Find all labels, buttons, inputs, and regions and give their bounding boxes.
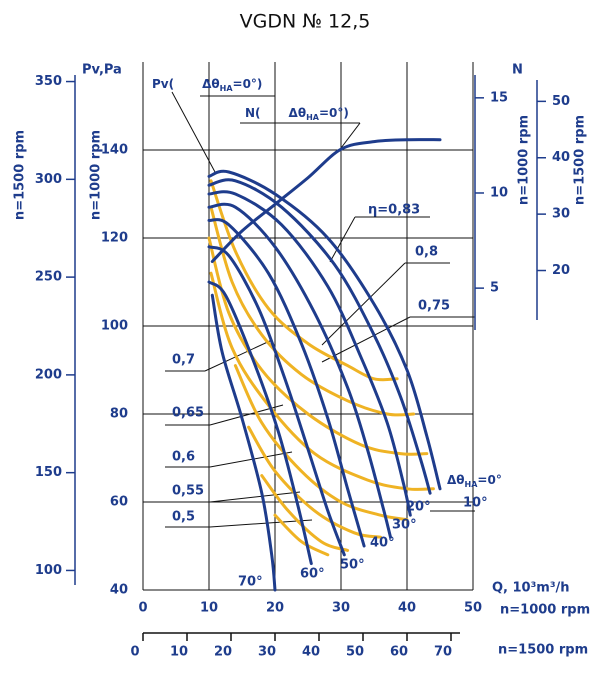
series-label: ΔθНА=0° [447, 473, 502, 490]
x-tick-label: 60 [390, 645, 408, 660]
y-tick-label: 140 [101, 143, 128, 158]
series-label: 30° [392, 518, 417, 533]
note-part: НА [220, 84, 234, 93]
x-tick-label: 20 [214, 645, 232, 660]
x-tick-label: 20 [266, 601, 284, 616]
pressure-curve [207, 190, 412, 517]
series-label: 0,7 [172, 353, 195, 368]
power-curve [210, 138, 442, 263]
y-tick-label: 150 [35, 465, 62, 480]
chart-title: VGDN № 12,5 [240, 11, 371, 33]
y2-axis-title: N [512, 63, 523, 78]
series-label: 0,8 [415, 245, 438, 260]
x-tick-label: 40 [398, 601, 416, 616]
series-label: 20° [406, 500, 431, 515]
y-axis-subtitle: n=1500 rpm [13, 130, 28, 220]
pressure-curve [207, 280, 313, 566]
x-tick-label: 50 [464, 601, 482, 616]
series-label: 10° [463, 496, 488, 511]
y2-tick-label: 40 [552, 150, 570, 165]
note-part: =0°) [319, 106, 349, 120]
series-label: 0,75 [418, 299, 450, 314]
efficiency-curve [247, 425, 383, 539]
x-tick-label: 50 [346, 645, 364, 660]
y-tick-label: 80 [110, 407, 128, 422]
pressure-curve [207, 218, 366, 548]
y2-tick-label: 5 [490, 281, 499, 296]
note-part: Δθ [202, 77, 220, 91]
note-part: НА [306, 113, 320, 122]
pressure-curve [207, 202, 392, 539]
series-label: 0,55 [172, 484, 204, 499]
y2-axis-subtitle: n=1000 rpm [517, 115, 532, 205]
x-tick-label: 10 [200, 601, 218, 616]
x-axis-title: Q, 10³m³/h [492, 581, 570, 596]
x-axis-subtitle: n=1000 rpm [500, 603, 590, 618]
note-part: НА [465, 480, 479, 489]
y2-axis-subtitle: n=1500 rpm [573, 115, 588, 205]
y-tick-label: 60 [110, 495, 128, 510]
x-tick-label: 0 [138, 601, 147, 616]
y-axis-subtitle: n=1000 rpm [89, 130, 104, 220]
efficiency-curve [209, 205, 416, 417]
x-tick-label: 30 [332, 601, 350, 616]
y-tick-label: 350 [35, 74, 62, 89]
y-tick-label: 250 [35, 270, 62, 285]
y-tick-label: 200 [35, 367, 62, 382]
y2-tick-label: 20 [552, 263, 570, 278]
y2-tick-label: 50 [552, 94, 570, 109]
pressure-curve [210, 293, 277, 592]
note-part: Δθ [289, 106, 307, 120]
y-tick-label: 300 [35, 172, 62, 187]
x-tick-label: 10 [170, 645, 188, 660]
note-part: =0°) [233, 77, 263, 91]
note-part: Δθ [447, 473, 465, 487]
y2-tick-label: 30 [552, 207, 570, 222]
y-axis-title: Pv,Pa [82, 63, 122, 78]
y-tick-label: 120 [101, 231, 128, 246]
y2-tick-label: 10 [490, 185, 508, 200]
y-tick-label: 100 [35, 563, 62, 578]
series-label: 40° [370, 536, 395, 551]
x-axis-subtitle: n=1500 rpm [498, 643, 588, 658]
efficiency-curve [207, 236, 429, 456]
x-tick-label: 0 [130, 645, 139, 660]
series-label: η=0,83 [368, 203, 420, 218]
pressure-curve [207, 178, 432, 495]
note-part: Pv( [152, 77, 174, 91]
x-tick-label: 70 [434, 645, 452, 660]
y-tick-label: 40 [110, 583, 128, 598]
pressure-curve [207, 245, 346, 557]
series-label: 0,5 [172, 510, 195, 525]
series-label: 50° [340, 558, 365, 573]
leader-lines [150, 91, 475, 528]
note-part: N( [245, 106, 261, 120]
efficiency-curve [209, 179, 399, 382]
series-label: =0° [477, 473, 501, 487]
efficiency-curve [273, 513, 330, 557]
x-tick-label: 30 [258, 645, 276, 660]
series-label: 0,6 [172, 450, 195, 465]
pv-note: Pv( ΔθНА=0°) [152, 77, 262, 94]
series-label: 0,65 [172, 406, 204, 421]
pressure-curve [207, 169, 442, 491]
x-tick-label: 40 [302, 645, 320, 660]
efficiency-curve [209, 271, 435, 491]
n-note: N( ΔθНА=0°) [245, 106, 349, 123]
y-tick-label: 100 [101, 319, 128, 334]
y2-tick-label: 15 [490, 90, 508, 105]
series-label: 60° [300, 567, 325, 582]
series-label: 70° [238, 575, 263, 590]
